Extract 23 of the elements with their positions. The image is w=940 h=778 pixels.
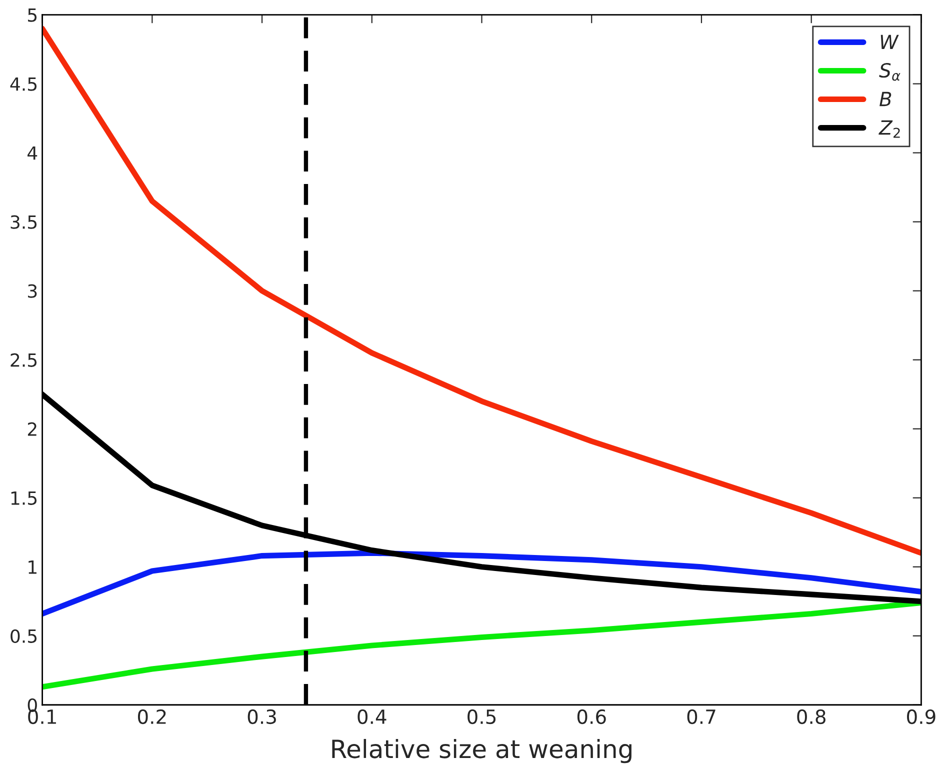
y-tick-label: 5	[28, 8, 37, 22]
x-axis-title: Relative size at weaning	[332, 738, 632, 764]
y-tick-label: 2	[28, 422, 36, 436]
x-tick-label: 0.2	[138, 709, 166, 724]
x-tick-label: 0.4	[358, 709, 386, 724]
x-tick-label: 0.6	[577, 709, 606, 724]
y-tick-label: 1	[28, 560, 36, 574]
x-tick-label: 0.8	[797, 709, 826, 724]
x-tick-label: 0.5	[468, 709, 496, 724]
legend-label: S$_{α}$	[879, 62, 900, 81]
y-tick-label: 4	[28, 146, 38, 160]
y-tick-label: 1.5	[11, 492, 37, 505]
y-tick-label: 4.5	[10, 77, 37, 91]
x-tick-label: 0.7	[687, 709, 716, 724]
legend-label: W	[880, 34, 899, 49]
y-tick-label: 2.5	[10, 353, 37, 367]
legend-label: B	[880, 92, 892, 106]
y-tick-label: 0.5	[10, 629, 37, 643]
x-tick-label: 0.3	[248, 709, 276, 724]
legend-label: Z$_{2}$	[878, 120, 900, 138]
y-tick-label: 3	[28, 284, 37, 298]
y-tick-label: 3.5	[10, 215, 37, 229]
x-tick-label: 0.9	[907, 709, 936, 724]
